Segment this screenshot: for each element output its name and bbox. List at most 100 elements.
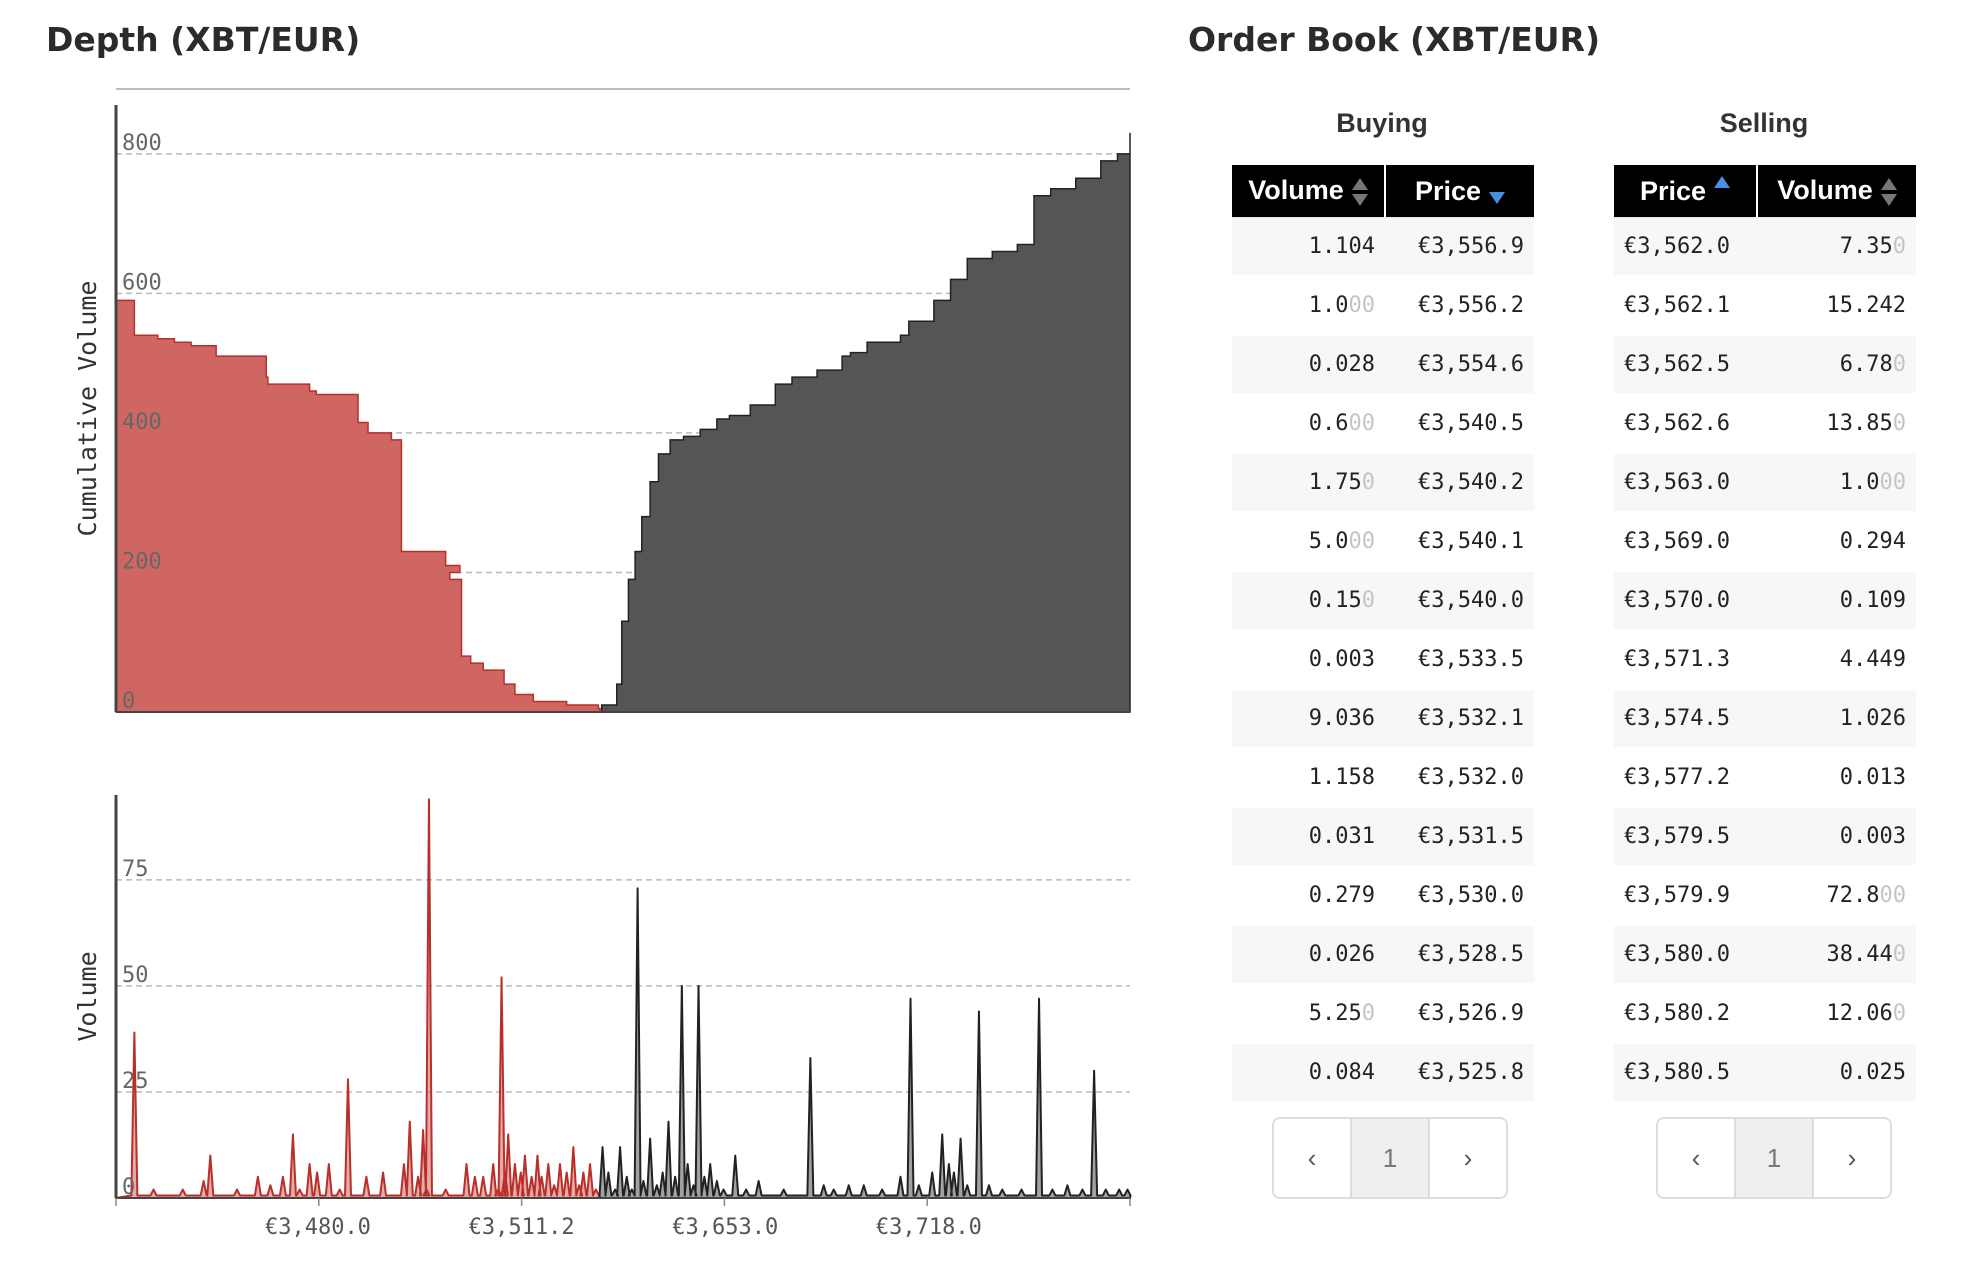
- sell-volume-cell: 72.800: [1757, 865, 1916, 926]
- table-row[interactable]: €3,569.0 0.294: [1614, 511, 1916, 572]
- buy-current-page[interactable]: 1: [1352, 1119, 1430, 1197]
- sell-price-cell: €3,562.5: [1614, 334, 1757, 395]
- buy-price-cell: €3,556.9: [1385, 217, 1534, 277]
- sell-current-page[interactable]: 1: [1736, 1119, 1814, 1197]
- sell-volume-cell: 6.780: [1757, 334, 1916, 395]
- sell-price-cell: €3,580.0: [1614, 924, 1757, 985]
- depth-title: Depth (XBT/EUR): [46, 20, 361, 59]
- buy-volume-cell: 0.084: [1232, 1042, 1385, 1103]
- table-row[interactable]: 9.036 €3,532.1: [1232, 688, 1534, 749]
- ask-volume-series: [598, 887, 1132, 1199]
- sell-price-cell: €3,562.1: [1614, 275, 1757, 336]
- table-row[interactable]: 0.084 €3,525.8: [1232, 1042, 1534, 1103]
- selling-table: Price Volume €3,562.0 7.350 €3,562.1 15.242…: [1614, 165, 1916, 1103]
- table-row[interactable]: €3,577.2 0.013: [1614, 747, 1916, 808]
- buy-prev-page-button[interactable]: ‹: [1274, 1119, 1352, 1197]
- buy-volume-cell: 5.000: [1232, 511, 1385, 572]
- buying-heading: Buying: [1336, 108, 1428, 138]
- table-row[interactable]: 5.250 €3,526.9: [1232, 983, 1534, 1044]
- x-tick-label: €3,718.0: [876, 1215, 982, 1240]
- table-row[interactable]: €3,580.0 38.440: [1614, 924, 1916, 985]
- sell-price-header[interactable]: Price: [1614, 165, 1758, 218]
- y-axis-label: Cumulative Volume: [73, 281, 102, 537]
- buy-volume-cell: 1.158: [1232, 747, 1385, 808]
- sell-price-header-label: Price: [1639, 175, 1707, 206]
- buy-volume-cell: 0.600: [1232, 393, 1385, 454]
- sell-price-cell: €3,580.2: [1614, 983, 1757, 1044]
- sell-volume-cell: 1.000: [1757, 452, 1916, 513]
- buy-price-header-label: Price: [1414, 175, 1482, 206]
- buy-price-cell: €3,540.5: [1385, 393, 1534, 454]
- y-tick-label: 25: [122, 1069, 149, 1094]
- buy-volume-cell: 0.150: [1232, 570, 1385, 631]
- table-row[interactable]: 1.750 €3,540.2: [1232, 452, 1534, 513]
- buying-table: Volume Price 1.104 €3,556.9 1.000 €3,556.2 0…: [1232, 165, 1534, 1103]
- sell-volume-cell: 0.003: [1757, 806, 1916, 867]
- buy-volume-cell: 0.028: [1232, 334, 1385, 395]
- buy-volume-cell: 0.003: [1232, 629, 1385, 690]
- buy-price-header[interactable]: Price: [1385, 165, 1534, 218]
- buy-price-cell: €3,540.0: [1385, 570, 1534, 631]
- table-row[interactable]: 0.600 €3,540.5: [1232, 393, 1534, 454]
- table-row[interactable]: 1.000 €3,556.2: [1232, 275, 1534, 336]
- buy-price-cell: €3,528.5: [1385, 924, 1534, 985]
- buy-price-cell: €3,532.0: [1385, 747, 1534, 808]
- table-row[interactable]: €3,563.0 1.000: [1614, 452, 1916, 513]
- table-row[interactable]: 1.104 €3,556.9: [1232, 217, 1534, 277]
- selling-heading: Selling: [1719, 108, 1809, 138]
- buy-volume-cell: 5.250: [1232, 983, 1385, 1044]
- buy-next-page-button[interactable]: ›: [1463, 1142, 1473, 1173]
- table-row[interactable]: €3,571.3 4.449: [1614, 629, 1916, 690]
- table-row[interactable]: €3,579.5 0.003: [1614, 806, 1916, 867]
- x-tick-label: €3,480.0: [265, 1215, 371, 1240]
- sell-price-cell: €3,574.5: [1614, 688, 1757, 749]
- table-row[interactable]: 1.158 €3,532.0: [1232, 747, 1534, 808]
- buy-price-cell: €3,533.5: [1385, 629, 1534, 690]
- sell-volume-cell: 4.449: [1757, 629, 1916, 690]
- buy-volume-cell: 1.000: [1232, 275, 1385, 336]
- table-row[interactable]: €3,580.5 0.025: [1614, 1042, 1916, 1103]
- sell-prev-page-button[interactable]: ‹: [1658, 1119, 1736, 1197]
- buy-volume-header[interactable]: Volume: [1232, 165, 1386, 218]
- table-row[interactable]: 0.031 €3,531.5: [1232, 806, 1534, 867]
- buy-price-cell: €3,525.8: [1385, 1042, 1534, 1103]
- sort-both-icon: [1351, 177, 1368, 207]
- y-tick-label: 600: [122, 270, 162, 295]
- sell-price-cell: €3,569.0: [1614, 511, 1757, 572]
- sell-volume-header[interactable]: Volume: [1757, 165, 1916, 218]
- table-row[interactable]: €3,579.9 72.800: [1614, 865, 1916, 926]
- buy-price-cell: €3,556.2: [1385, 275, 1534, 336]
- sell-price-cell: €3,562.0: [1614, 217, 1757, 277]
- table-row[interactable]: €3,580.2 12.060: [1614, 983, 1916, 1044]
- buy-volume-cell: 0.031: [1232, 806, 1385, 867]
- ask-depth-area: [600, 132, 1131, 713]
- sell-volume-cell: 1.026: [1757, 688, 1916, 749]
- bid-volume-series: [115, 798, 602, 1199]
- y-tick-label: 800: [122, 131, 162, 156]
- table-row[interactable]: €3,562.6 13.850: [1614, 393, 1916, 454]
- table-row[interactable]: €3,562.1 15.242: [1614, 275, 1916, 336]
- sell-price-cell: €3,579.5: [1614, 806, 1757, 867]
- buy-volume-cell: 1.104: [1232, 217, 1385, 277]
- x-tick-label: €3,511.2: [469, 1215, 575, 1240]
- sell-volume-cell: 0.294: [1757, 511, 1916, 572]
- table-row[interactable]: 0.026 €3,528.5: [1232, 924, 1534, 985]
- table-row[interactable]: €3,562.5 6.780: [1614, 334, 1916, 395]
- sell-next-page-button[interactable]: ›: [1847, 1142, 1857, 1173]
- buy-volume-cell: 1.750: [1232, 452, 1385, 513]
- table-row[interactable]: 0.279 €3,530.0: [1232, 865, 1534, 926]
- table-row[interactable]: 0.003 €3,533.5: [1232, 629, 1534, 690]
- table-row[interactable]: 5.000 €3,540.1: [1232, 511, 1534, 572]
- table-row[interactable]: 0.150 €3,540.0: [1232, 570, 1534, 631]
- table-row[interactable]: €3,574.5 1.026: [1614, 688, 1916, 749]
- buying-rows: 1.104 €3,556.9 1.000 €3,556.2 0.028 €3,554.6 0…: [1232, 217, 1534, 1103]
- table-row[interactable]: €3,562.0 7.350: [1614, 217, 1916, 277]
- buy-volume-cell: 9.036: [1232, 688, 1385, 749]
- table-row[interactable]: 0.028 €3,554.6: [1232, 334, 1534, 395]
- table-row[interactable]: €3,570.0 0.109: [1614, 570, 1916, 631]
- buy-price-cell: €3,531.5: [1385, 806, 1534, 867]
- cumulative-depth-chart: 0 200 400 600 800 Cumulative Volume: [73, 105, 1131, 714]
- y-axis-label: Volume: [73, 951, 102, 1041]
- sell-volume-cell: 12.060: [1757, 983, 1916, 1044]
